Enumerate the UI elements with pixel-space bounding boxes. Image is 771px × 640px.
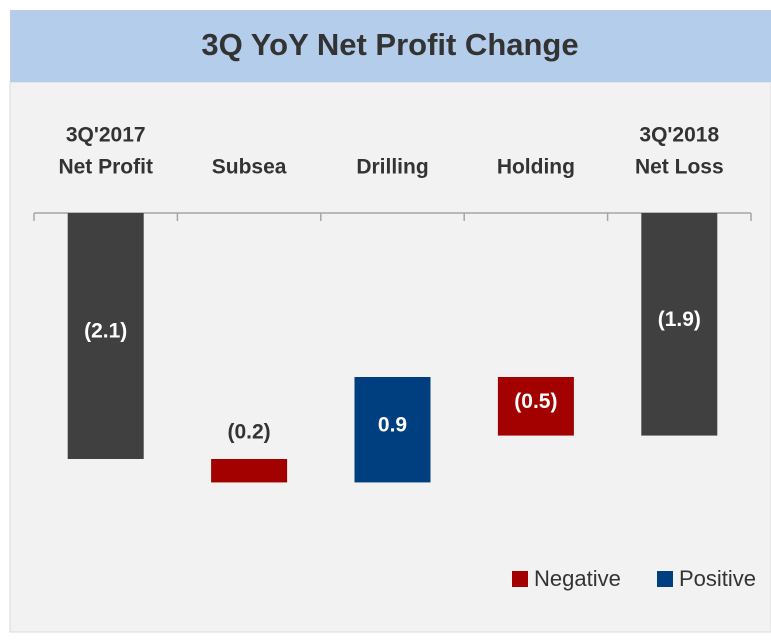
x-tick-label: Net Loss <box>635 156 724 179</box>
bar <box>497 377 574 436</box>
legend-label: Positive <box>679 566 756 591</box>
value-label: (0.2) <box>228 421 271 444</box>
value-label: (0.5) <box>514 390 557 413</box>
x-tick-label: Subsea <box>212 156 287 179</box>
value-label: 0.9 <box>378 413 407 436</box>
chart-title: 3Q YoY Net Profit Change <box>201 27 578 62</box>
bar <box>67 213 144 459</box>
value-label: (2.1) <box>84 320 127 343</box>
title-band <box>10 10 771 82</box>
bar <box>641 213 718 436</box>
bar <box>211 459 288 483</box>
x-tick-label: Holding <box>497 156 575 179</box>
x-tick-label: Drilling <box>356 156 428 179</box>
bar <box>354 377 431 483</box>
x-tick-label: 3Q'2017 <box>66 124 146 147</box>
legend-swatch <box>512 571 528 587</box>
legend-swatch <box>657 571 673 587</box>
legend-label: Negative <box>534 566 621 591</box>
x-tick-label: 3Q'2018 <box>639 124 719 147</box>
x-tick-label: Net Profit <box>58 156 153 179</box>
value-label: (1.9) <box>658 308 701 331</box>
